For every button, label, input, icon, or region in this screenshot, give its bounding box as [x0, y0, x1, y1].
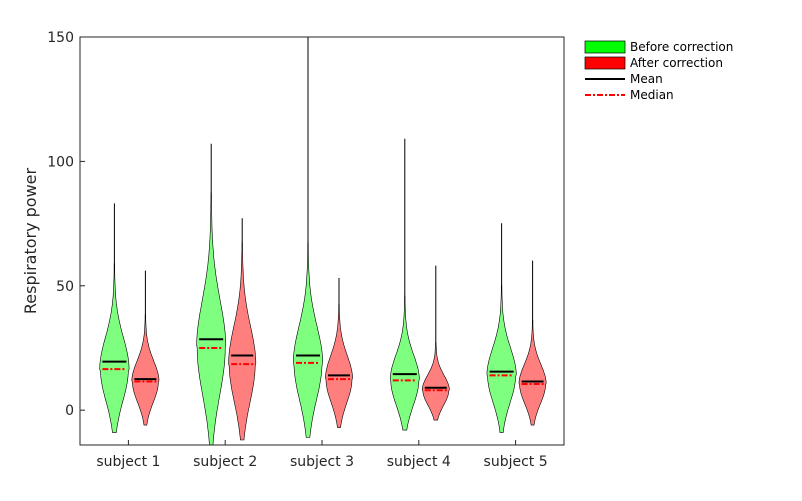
violin-1-3 — [292, 36, 324, 438]
violin-2-1 — [131, 270, 160, 426]
violins-layer — [99, 36, 547, 446]
violin-1-4 — [389, 138, 420, 431]
y-tick-label: 100 — [47, 154, 74, 170]
legend-swatch-2 — [584, 56, 626, 70]
legend-label-4: Median — [630, 88, 674, 102]
y-tick-label: 0 — [65, 403, 74, 419]
violin-1-5 — [486, 223, 517, 433]
y-tick-label: 150 — [47, 30, 74, 46]
x-tick-label: subject 1 — [96, 454, 160, 470]
violin-2-5 — [518, 260, 547, 426]
violin-2-3 — [325, 278, 353, 428]
x-axis: subject 1 subject 2 subject 3 subject 4 subj… — [96, 440, 548, 470]
x-tick-label: subject 2 — [193, 454, 257, 470]
y-axis: 0 50 100 150 — [47, 30, 85, 419]
legend: Before correction After correction Mean Med… — [584, 40, 733, 102]
legend-label-3: Mean — [630, 72, 663, 86]
violin-2-4 — [421, 265, 450, 421]
violin-1-2 — [196, 143, 227, 446]
x-tick-label: subject 5 — [484, 454, 548, 470]
legend-swatch-1 — [584, 40, 626, 54]
x-tick-label: subject 3 — [290, 454, 354, 470]
legend-label-1: Before correction — [630, 40, 733, 54]
violin-2-2 — [228, 218, 257, 441]
stats-layer — [102, 338, 544, 392]
x-tick-label: subject 4 — [387, 454, 451, 470]
violin-1-1 — [99, 203, 130, 433]
y-axis-label: Respiratory power — [21, 167, 40, 314]
legend-label-2: After correction — [630, 56, 723, 70]
y-tick-label: 50 — [56, 279, 74, 295]
